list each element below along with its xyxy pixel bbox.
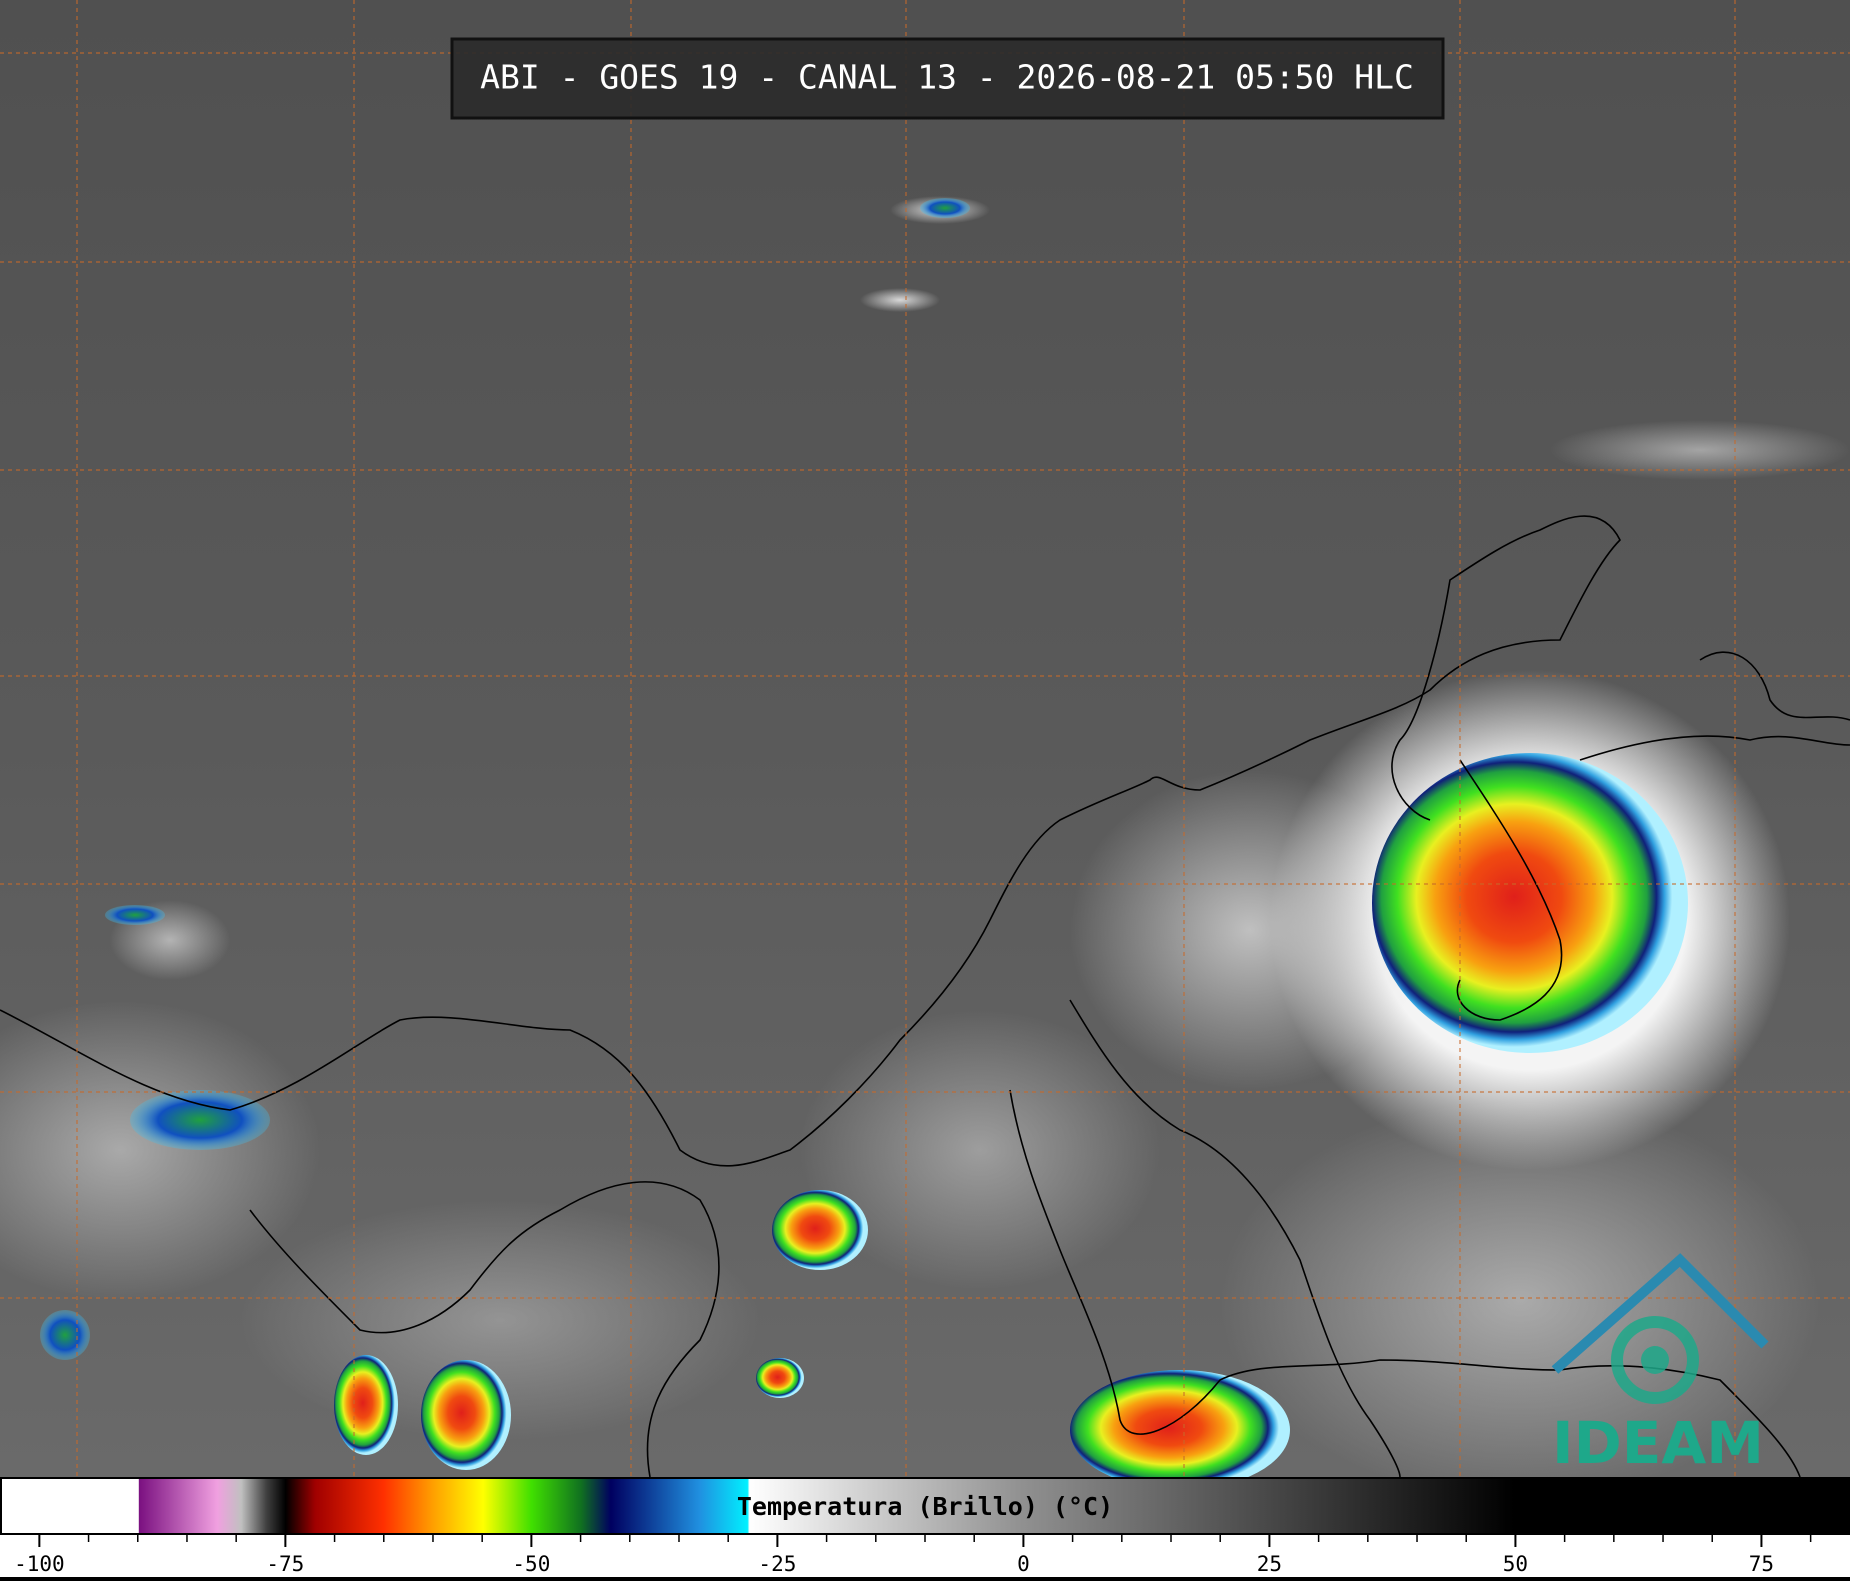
- title: ABI - GOES 19 - CANAL 13 - 2026-08-21 05…: [480, 58, 1414, 97]
- logo: IDEAM: [1551, 1253, 1769, 1477]
- tick-label: 75: [1749, 1552, 1774, 1576]
- convective-cells: [40, 198, 1688, 1490]
- tick-label: -75: [266, 1552, 304, 1576]
- logo-swirl: [1611, 1316, 1699, 1404]
- colorbar: Temperatura (Brillo) (°C) -100 -75 -50 -25 0…: [0, 1477, 1850, 1577]
- title-box: ABI - GOES 19 - CANAL 13 - 2026-08-21 05…: [450, 37, 1445, 120]
- title-background: [450, 37, 1445, 120]
- tick-label: -25: [758, 1552, 796, 1576]
- graticule: [0, 0, 1850, 1477]
- tick-label: 50: [1503, 1552, 1528, 1576]
- tick-label: 25: [1257, 1552, 1282, 1576]
- logo-roof: [1551, 1253, 1769, 1374]
- tick-label: 0: [1017, 1552, 1030, 1576]
- logo-text: IDEAM: [1552, 1409, 1764, 1477]
- logo-swirl-core: [1641, 1346, 1669, 1374]
- tick-label: -100: [14, 1552, 65, 1576]
- colorbar-label: Temperatura (Brillo) (°C): [737, 1492, 1113, 1521]
- tick-label: -50: [512, 1552, 550, 1576]
